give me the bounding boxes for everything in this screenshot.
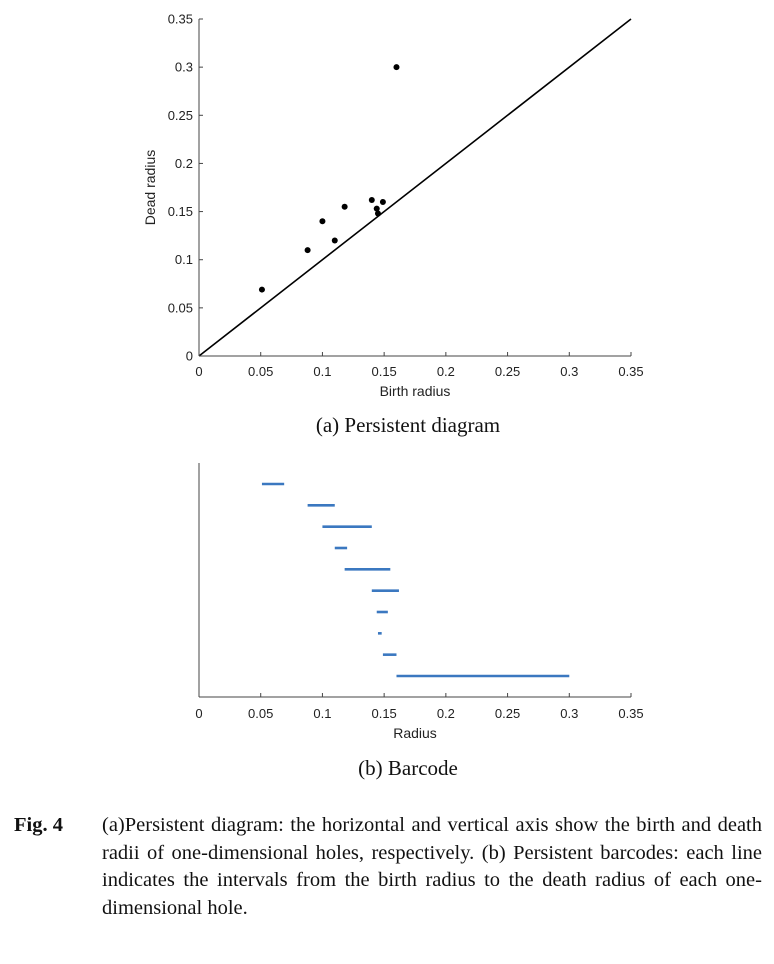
subfigure-caption-b: (b) Barcode [358, 756, 458, 780]
barcode-bars [261, 482, 570, 678]
plot-a-y-tick-label: 0.15 [168, 204, 193, 219]
figure-label: Fig. 4 [14, 814, 63, 836]
plot-a-x-tick-label: 0.05 [248, 364, 273, 379]
scatter-point [374, 210, 381, 217]
scatter-point [373, 205, 380, 212]
plot-a-x-tick-label: 0.2 [437, 364, 455, 379]
plot-b-x-tick-label: 0.35 [618, 706, 643, 721]
plot-b-x-tick-label: 0.25 [495, 706, 520, 721]
figure-caption-text: (a)Persistent diagram: the horizontal an… [102, 814, 762, 919]
scatter-point [368, 197, 375, 204]
scatter-point [341, 203, 348, 210]
plot-b-x-tick-label: 0 [195, 706, 202, 721]
plot-a-y-tick-label: 0.1 [175, 252, 193, 267]
plot-a-x-label: Birth radius [380, 383, 451, 399]
scatter-point [331, 237, 338, 244]
plot-a-y-tick-label: 0.05 [168, 300, 193, 315]
scatter-point [393, 64, 400, 71]
scatter-point [258, 286, 265, 293]
figure-caption: Fig. 4 (a)Persistent diagram: the horizo… [14, 812, 762, 922]
plot-a-y-tick-label: 0.25 [168, 108, 193, 123]
plot-b-x-tick-label: 0.1 [313, 706, 331, 721]
plot-a-x-tick-label: 0.1 [313, 364, 331, 379]
plot-b-x-label: Radius [393, 725, 437, 741]
plot-a-x-tick-label: 0.25 [495, 364, 520, 379]
plot-a-y-ticks: 0 0.05 0.1 0.15 0.2 0.25 0.3 0.35 [168, 12, 203, 364]
plot-a-x-ticks: 0 0.05 0.1 0.15 0.2 0.25 0.3 0.35 [195, 352, 644, 379]
plot-a-x-tick-label: 0.35 [618, 364, 643, 379]
plot-a-x-tick-label: 0.3 [560, 364, 578, 379]
subfigure-caption-a: (a) Persistent diagram [316, 413, 500, 437]
plot-b-x-tick-label: 0.2 [437, 706, 455, 721]
persistent-diagram-plot: 0 0.05 0.1 0.15 0.2 0.25 0.3 0.35 00.050.10.150… [142, 12, 644, 438]
plot-a-y-label: Dead radius [142, 150, 158, 226]
plot-a-x-tick-label: 0 [195, 364, 202, 379]
plot-b-x-tick-label: 0.05 [248, 706, 273, 721]
plot-b-x-tick-label: 0.3 [560, 706, 578, 721]
plot-b-x-ticks: 0 0.05 0.1 0.15 0.2 0.25 0.3 0.35 [195, 693, 644, 721]
plot-a-x-tick-label: 0.15 [371, 364, 396, 379]
diagonal-line [198, 18, 632, 357]
plot-a-y-tick-label: 0.2 [175, 156, 193, 171]
scatter-point [379, 198, 386, 205]
scatter-point [304, 247, 311, 254]
plot-a-y-tick-label: 0 [186, 349, 193, 364]
barcode-plot: 0 0.05 0.1 0.15 0.2 0.25 0.3 0.35 Radius (b) Ba… [195, 463, 644, 780]
plot-a-y-tick-label: 0.35 [168, 12, 193, 27]
scatter-points [258, 64, 400, 293]
plot-b-x-tick-label: 0.15 [371, 706, 396, 721]
scatter-point [319, 218, 326, 225]
plot-a-y-tick-label: 0.3 [175, 60, 193, 75]
